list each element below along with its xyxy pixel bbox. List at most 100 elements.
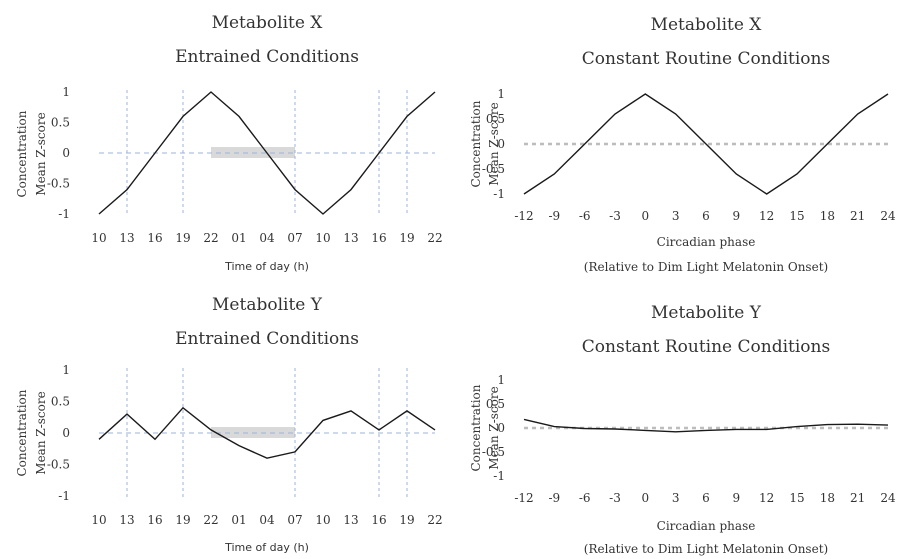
x-tick-label: -6 bbox=[579, 491, 591, 505]
x-axis-label: Circadian phase bbox=[657, 235, 756, 249]
x-tick-label: 19 bbox=[399, 513, 414, 527]
x-tick-label: 13 bbox=[343, 231, 358, 245]
x-tick-label: 18 bbox=[820, 209, 835, 223]
x-tick-label: 12 bbox=[759, 209, 774, 223]
chart-panel-2: Metabolite X Constant Routine Conditions 1… bbox=[469, 15, 896, 274]
x-tick-label: -9 bbox=[548, 209, 560, 223]
x-tick-label: 15 bbox=[789, 491, 804, 505]
x-tick-label: 22 bbox=[427, 513, 442, 527]
x-tick-label: 10 bbox=[315, 231, 330, 245]
x-tick-label: 13 bbox=[343, 513, 358, 527]
x-tick-label: 10 bbox=[315, 513, 330, 527]
x-tick-label: -6 bbox=[579, 209, 591, 223]
x-tick-label: -9 bbox=[548, 491, 560, 505]
x-tick-label: 21 bbox=[850, 209, 865, 223]
y-tick-label: -0.5 bbox=[47, 177, 70, 191]
x-tick-label: 16 bbox=[147, 513, 162, 527]
y-axis-label: Concentration bbox=[469, 384, 483, 471]
x-tick-label: 01 bbox=[231, 231, 246, 245]
x-tick-label: 24 bbox=[880, 491, 896, 505]
x-tick-label: 21 bbox=[850, 491, 865, 505]
chart-title-line-2: Constant Routine Conditions bbox=[582, 337, 830, 357]
chart-title-line-2: Entrained Conditions bbox=[175, 47, 359, 67]
x-tick-label: 19 bbox=[175, 513, 190, 527]
x-tick-label: 6 bbox=[702, 491, 710, 505]
chart-panel-4: Metabolite Y Constant Routine Conditions 1… bbox=[469, 303, 896, 556]
x-tick-label: 6 bbox=[702, 209, 710, 223]
y-tick-label: 0.5 bbox=[51, 395, 70, 409]
y-tick-label: 1 bbox=[62, 363, 70, 377]
x-tick-label: 16 bbox=[371, 231, 386, 245]
x-tick-label: 12 bbox=[759, 491, 774, 505]
x-axis-label: Time of day (h) bbox=[224, 260, 309, 273]
x-tick-label: 9 bbox=[733, 491, 741, 505]
y-tick-label: -0.5 bbox=[482, 445, 505, 459]
y-tick-label: 0 bbox=[62, 146, 70, 160]
x-tick-label: 18 bbox=[820, 491, 835, 505]
y-axis-label: Mean Z-score bbox=[34, 391, 48, 474]
chart-title-line-1: Metabolite X bbox=[212, 13, 324, 33]
x-tick-label: 07 bbox=[287, 513, 302, 527]
x-tick-label: 22 bbox=[427, 231, 442, 245]
x-tick-label: 16 bbox=[147, 231, 162, 245]
x-tick-label: 24 bbox=[880, 209, 896, 223]
y-axis-label: Concentration bbox=[15, 110, 29, 197]
chart-title-line-1: Metabolite Y bbox=[651, 303, 762, 323]
x-tick-label: 22 bbox=[203, 231, 218, 245]
x-tick-label: 3 bbox=[672, 209, 680, 223]
x-tick-label: 9 bbox=[733, 209, 741, 223]
y-tick-label: 0 bbox=[62, 426, 70, 440]
y-axis-label: Mean Z-score bbox=[487, 386, 501, 469]
x-tick-label: 16 bbox=[371, 513, 386, 527]
series-line bbox=[523, 418, 889, 433]
y-tick-label: -1 bbox=[58, 207, 70, 221]
chart-panel-1: Metabolite X Entrained Conditions 1 0.5 0 -0.… bbox=[15, 13, 443, 273]
x-tick-label: -3 bbox=[609, 209, 621, 223]
x-tick-label: 01 bbox=[231, 513, 246, 527]
chart-title-line-1: Metabolite X bbox=[651, 15, 763, 35]
x-axis-label: (Relative to Dim Light Melatonin Onset) bbox=[584, 542, 828, 556]
x-tick-label: 3 bbox=[672, 491, 680, 505]
x-axis-label: Time of day (h) bbox=[224, 541, 309, 554]
y-tick-label: -0.5 bbox=[482, 162, 505, 176]
x-tick-label: -12 bbox=[514, 491, 533, 505]
y-tick-label: 1 bbox=[497, 373, 505, 387]
series-line bbox=[523, 93, 889, 195]
x-tick-label: 04 bbox=[259, 231, 275, 245]
y-tick-label: 1 bbox=[497, 87, 505, 101]
y-tick-label: 0.5 bbox=[486, 112, 505, 126]
y-tick-label: 0 bbox=[497, 137, 505, 151]
y-tick-label: -1 bbox=[493, 469, 505, 483]
y-tick-label: 1 bbox=[62, 85, 70, 99]
y-tick-label: -1 bbox=[58, 489, 70, 503]
y-axis-label: Mean Z-score bbox=[487, 102, 501, 185]
x-tick-label: 0 bbox=[642, 209, 650, 223]
x-tick-label: 15 bbox=[789, 209, 804, 223]
y-tick-label: -0.5 bbox=[47, 458, 70, 472]
x-tick-label: 13 bbox=[119, 513, 134, 527]
chart-title-line-2: Constant Routine Conditions bbox=[582, 49, 830, 69]
x-tick-label: 0 bbox=[642, 491, 650, 505]
chart-title-line-1: Metabolite Y bbox=[212, 295, 323, 315]
x-axis-label: (Relative to Dim Light Melatonin Onset) bbox=[584, 260, 828, 274]
y-tick-label: 0 bbox=[497, 421, 505, 435]
y-axis-label: Concentration bbox=[15, 389, 29, 476]
x-tick-label: 13 bbox=[119, 231, 134, 245]
series-line bbox=[98, 91, 436, 215]
y-tick-label: 0.5 bbox=[51, 116, 70, 130]
y-tick-label: 0.5 bbox=[486, 397, 505, 411]
series-line bbox=[98, 406, 436, 459]
x-tick-label: 22 bbox=[203, 513, 218, 527]
x-tick-label: 04 bbox=[259, 513, 275, 527]
y-tick-label: -1 bbox=[493, 187, 505, 201]
x-tick-label: 19 bbox=[399, 231, 414, 245]
x-tick-label: 07 bbox=[287, 231, 302, 245]
x-tick-label: 10 bbox=[91, 231, 106, 245]
y-axis-label: Mean Z-score bbox=[34, 112, 48, 195]
x-tick-label: 10 bbox=[91, 513, 106, 527]
x-tick-label: -12 bbox=[514, 209, 533, 223]
chart-panel-3: Metabolite Y Entrained Conditions 1 0.5 0 -0.… bbox=[15, 295, 443, 554]
y-axis-label: Concentration bbox=[469, 100, 483, 187]
chart-title-line-2: Entrained Conditions bbox=[175, 329, 359, 349]
